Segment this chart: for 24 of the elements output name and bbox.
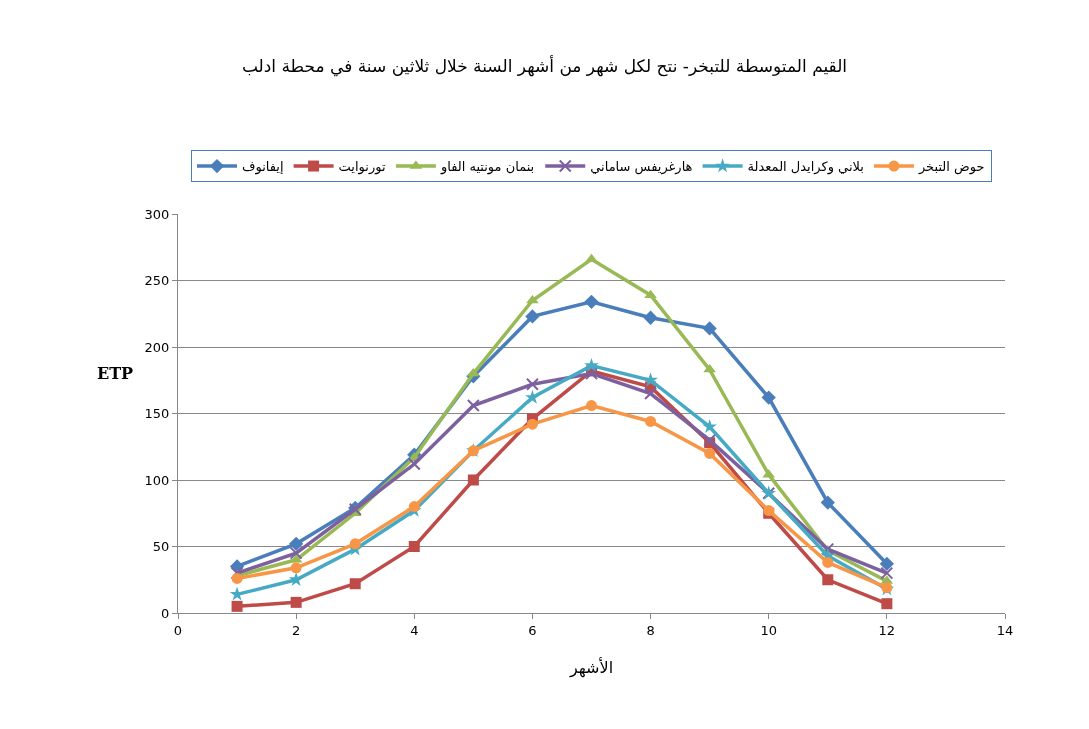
x-tick-label: 12 bbox=[878, 622, 896, 638]
y-tick-label: 300 bbox=[144, 206, 170, 222]
legend-label: بنمان مونتيه الفاو bbox=[439, 159, 535, 176]
y-tick-label: 250 bbox=[144, 273, 170, 289]
y-tick-label: 100 bbox=[144, 472, 170, 488]
x-tick-label: 2 bbox=[292, 622, 301, 638]
y-tick-label: 50 bbox=[152, 539, 170, 555]
x-tick-label: 8 bbox=[646, 622, 655, 638]
chart-title: القيم المتوسطة للتبخر- نتح لكل شهر من أشهر السنة خلال ثلاثين سنة في محطة ادلب bbox=[241, 54, 848, 77]
x-tick-label: 10 bbox=[760, 622, 777, 638]
legend-label: حوض التبخر bbox=[917, 159, 985, 176]
y-axis-title: ETP bbox=[97, 364, 134, 383]
x-axis-title: الأشهر bbox=[568, 657, 614, 679]
legend-label: هارغريفس ساماني bbox=[590, 159, 693, 176]
legend-label: إيفانوف bbox=[242, 159, 284, 176]
x-tick-label: 0 bbox=[173, 622, 183, 638]
legend-label: تورنوايت bbox=[338, 159, 386, 176]
legend-label: بلاني وكرايدل المعدلة bbox=[747, 159, 864, 176]
x-tick-label: 14 bbox=[996, 622, 1014, 638]
x-tick-label: 6 bbox=[528, 622, 537, 638]
x-tick-label: 4 bbox=[410, 622, 419, 638]
y-tick-label: 200 bbox=[144, 339, 170, 355]
y-tick-label: 150 bbox=[144, 406, 170, 422]
y-tick-label: 0 bbox=[161, 605, 170, 621]
